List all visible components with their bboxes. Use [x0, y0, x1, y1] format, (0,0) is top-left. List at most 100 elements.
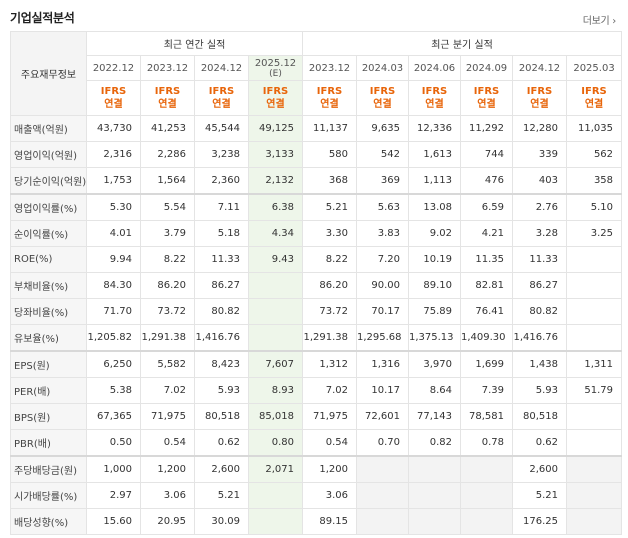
value-cell: 9.02: [408, 220, 461, 247]
period-header: 2023.12: [140, 55, 195, 81]
consolidated-label: 연결: [477, 99, 496, 110]
value-cell: 30.09: [194, 508, 249, 535]
value-cell: 89.10: [408, 272, 461, 299]
ifrs-header: IFRS 연결: [356, 80, 409, 116]
value-cell: 3.25: [565, 220, 623, 247]
value-cell: 0.54: [140, 429, 195, 457]
value-cell: 8.93: [248, 377, 303, 404]
table-row: 부채비율(%) 84.30 86.20 86.27 86.20 90.00 89.10 82.…: [10, 272, 623, 299]
group-quarter-header: 최근 분기 실적: [301, 31, 623, 56]
value-cell: 368: [302, 167, 357, 195]
value-cell: [565, 298, 623, 325]
value-cell: 5.18: [194, 220, 249, 247]
more-label: 더보기: [582, 16, 610, 27]
value-cell: 11.35: [460, 246, 513, 273]
ifrs-header: IFRS 연결: [408, 80, 461, 116]
value-cell: 5.21: [194, 482, 249, 509]
value-cell: 5.38: [86, 377, 141, 404]
value-cell: [565, 455, 623, 483]
value-cell: 8,423: [194, 350, 249, 378]
value-cell: 3.06: [302, 482, 357, 509]
value-cell: 85,018: [248, 403, 303, 430]
table-row: 당좌비율(%) 71.70 73.72 80.82 73.72 70.17 75.89 76.…: [10, 298, 623, 325]
row-label: 영업이익(억원): [10, 141, 87, 168]
value-cell: 10.17: [356, 377, 409, 404]
value-cell: 176.25: [512, 508, 567, 535]
table-row: PBR(배) 0.50 0.54 0.62 0.80 0.54 0.70 0.82 0.78 0.…: [10, 429, 623, 457]
ifrs-header: IFRS 연결: [140, 80, 195, 116]
value-cell: [356, 455, 409, 483]
value-cell: 4.21: [460, 220, 513, 247]
value-cell: 1,311: [565, 350, 623, 378]
value-cell: 10.19: [408, 246, 461, 273]
value-cell: 1,200: [140, 455, 195, 483]
value-cell: [565, 324, 623, 352]
value-cell: 71,975: [140, 403, 195, 430]
table-row: BPS(원) 67,365 71,975 80,518 85,018 71,975 72,6…: [10, 403, 623, 430]
ifrs-label: IFRS: [369, 86, 396, 97]
value-cell: 43,730: [86, 115, 141, 142]
table-row: 영업이익률(%) 5.30 5.54 7.11 6.38 5.21 5.63 13.08 6.5…: [10, 193, 623, 221]
value-cell: 8.64: [408, 377, 461, 404]
table-row: 당기순이익(억원) 1,753 1,564 2,360 2,132 368 369 1,113…: [10, 167, 623, 195]
value-cell: 2,600: [194, 455, 249, 483]
value-cell: 89.15: [302, 508, 357, 535]
value-cell: 0.70: [356, 429, 409, 457]
value-cell: [356, 508, 409, 535]
value-cell: 11.33: [512, 246, 567, 273]
table-row: EPS(원) 6,250 5,582 8,423 7,607 1,312 1,316 3,97…: [10, 350, 623, 378]
value-cell: 77,143: [408, 403, 461, 430]
value-cell: 339: [512, 141, 567, 168]
value-cell: 86.27: [194, 272, 249, 299]
ifrs-label: IFRS: [262, 86, 289, 97]
table-row: 순이익률(%) 4.01 3.79 5.18 4.34 3.30 3.83 9.02 4.21 3…: [10, 220, 623, 247]
value-cell: 580: [302, 141, 357, 168]
corner-label: 주요재무정보: [10, 31, 87, 116]
row-label: 당좌비율(%): [10, 298, 87, 325]
value-cell: 6.59: [460, 193, 513, 221]
value-cell: 72,601: [356, 403, 409, 430]
value-cell: 86.20: [140, 272, 195, 299]
value-cell: 5.30: [86, 193, 141, 221]
ifrs-label: IFRS: [154, 86, 181, 97]
value-cell: 7.39: [460, 377, 513, 404]
value-cell: 11,292: [460, 115, 513, 142]
row-label: 영업이익률(%): [10, 193, 87, 221]
value-cell: 3.28: [512, 220, 567, 247]
ifrs-label: IFRS: [421, 86, 448, 97]
period-header: 2024.06: [408, 55, 461, 81]
value-cell: 1,113: [408, 167, 461, 195]
ifrs-header: IFRS 연결: [86, 80, 141, 116]
ifrs-label: IFRS: [208, 86, 235, 97]
value-cell: [248, 272, 303, 299]
period-header: 2024.12: [194, 55, 249, 81]
row-label: PER(배): [10, 377, 87, 404]
value-cell: 1,409.30: [460, 324, 513, 352]
value-cell: [565, 246, 623, 273]
ifrs-header: IFRS 연결: [194, 80, 249, 116]
consolidated-label: 연결: [320, 99, 339, 110]
value-cell: 49,125: [248, 115, 303, 142]
value-cell: 1,753: [86, 167, 141, 195]
more-link[interactable]: 더보기 ›: [582, 12, 617, 27]
value-cell: 2,600: [512, 455, 567, 483]
value-cell: 369: [356, 167, 409, 195]
value-cell: 2.76: [512, 193, 567, 221]
value-cell: [460, 508, 513, 535]
row-label: EPS(원): [10, 350, 87, 378]
value-cell: 2,316: [86, 141, 141, 168]
value-cell: 5.10: [565, 193, 623, 221]
value-cell: 2,071: [248, 455, 303, 483]
value-cell: 0.62: [512, 429, 567, 457]
value-cell: 12,336: [408, 115, 461, 142]
table-row: 영업이익(억원) 2,316 2,286 3,238 3,133 580 542 1,613 7…: [10, 141, 623, 168]
value-cell: 7.20: [356, 246, 409, 273]
row-label: 부채비율(%): [10, 272, 87, 299]
value-cell: 80.82: [194, 298, 249, 325]
value-cell: 1,416.76: [194, 324, 249, 352]
row-label: 매출액(억원): [10, 115, 87, 142]
consolidated-label: 연결: [425, 99, 444, 110]
table-row: 배당성향(%) 15.60 20.95 30.09 89.15 176.25: [10, 508, 623, 535]
row-label: 당기순이익(억원): [10, 167, 87, 195]
value-cell: 3.30: [302, 220, 357, 247]
